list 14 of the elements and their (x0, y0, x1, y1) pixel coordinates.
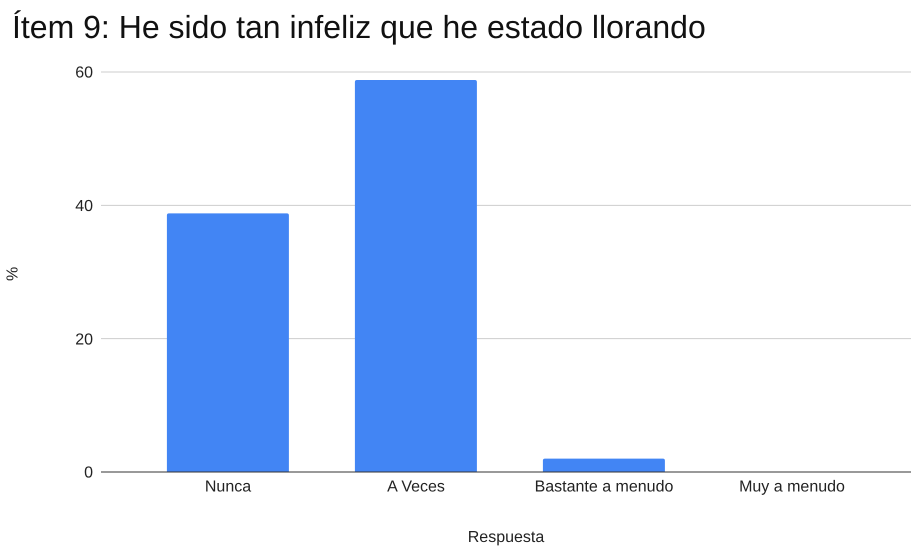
bar (166, 213, 289, 472)
chart-title: Ítem 9: He sido tan infeliz que he estado llorando (12, 8, 706, 46)
bar (542, 458, 665, 472)
y-tick-label: 40 (75, 198, 94, 216)
x-tick-label: Bastante a menudo (534, 478, 674, 496)
y-tick-label: 20 (75, 331, 94, 348)
y-axis-title: % (4, 266, 22, 281)
bar (354, 80, 477, 472)
x-tick-label: A Veces (387, 478, 445, 496)
x-tick-label: Nunca (204, 478, 252, 496)
x-axis-title: Respuesta (468, 529, 544, 546)
x-tick-label: Muy a menudo (739, 478, 846, 496)
y-tick-label: 0 (84, 464, 94, 482)
y-tick-label: 60 (75, 64, 94, 82)
